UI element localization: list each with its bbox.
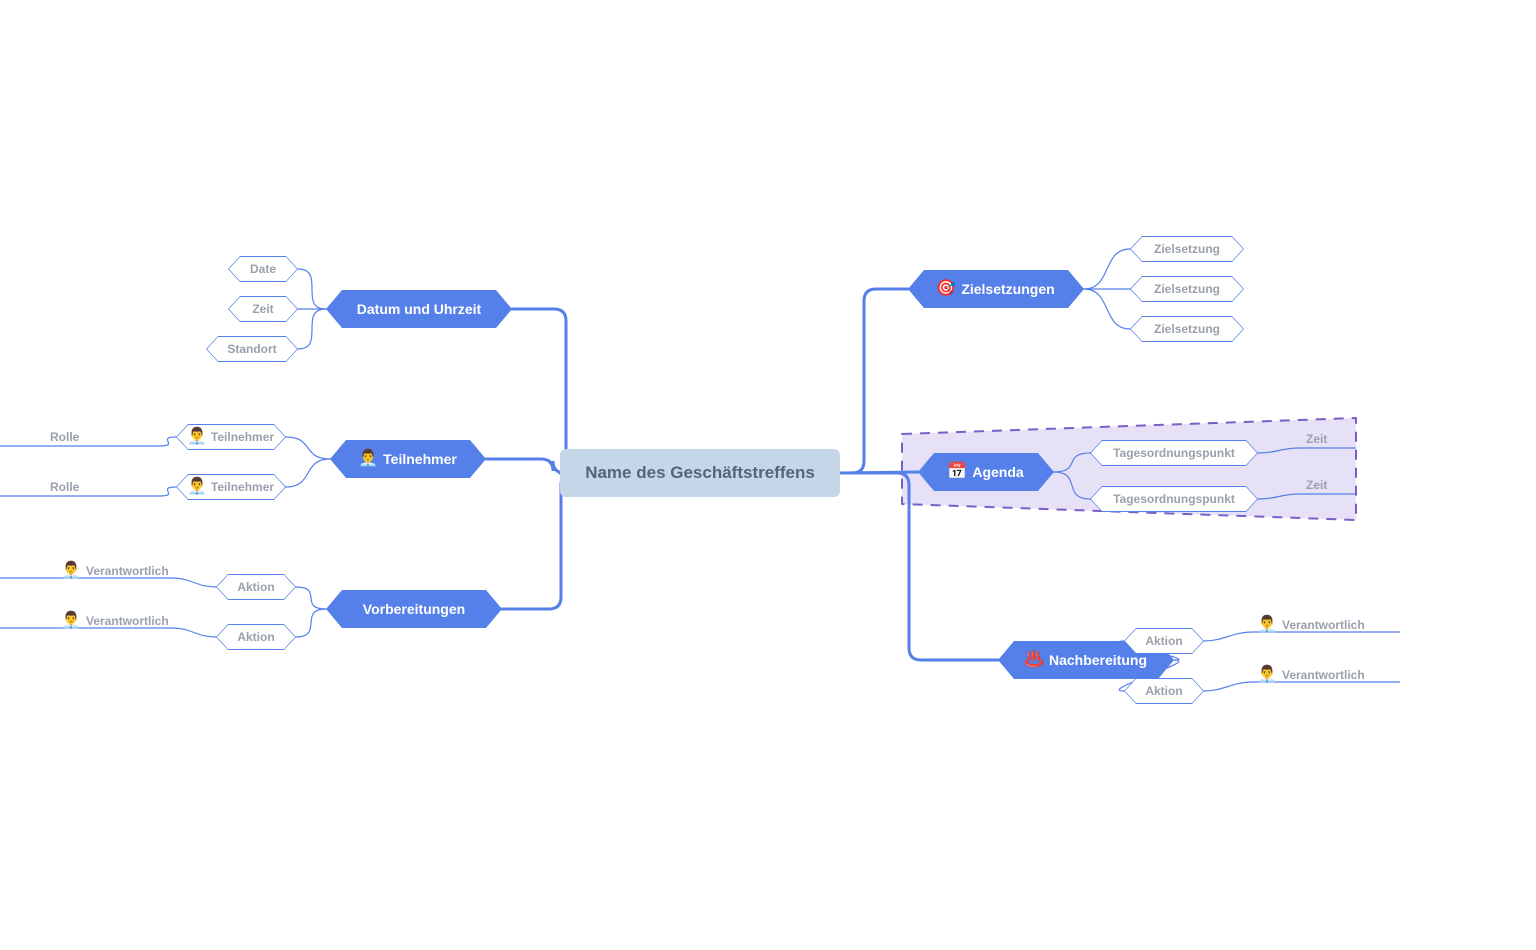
mindmap-canvas: Name des Geschäftstreffens Datum und Uhrz… — [0, 0, 1536, 950]
endlabel-nv1-label: Verantwortlich — [1282, 618, 1365, 632]
person-icon: 👨‍💼 — [62, 612, 80, 630]
endlabel-nv1[interactable]: 👨‍💼 Verantwortlich — [1258, 616, 1365, 634]
person-icon: 👨‍💼 — [188, 478, 206, 496]
branch-datum-label: Datum und Uhrzeit — [357, 301, 481, 317]
leaf-zeit-inner: Zeit — [229, 297, 297, 321]
endlabel-agz1[interactable]: Zeit — [1306, 432, 1327, 446]
branch-nach-label: Nachbereitung — [1049, 652, 1147, 668]
endlabel-rolle2-label: Rolle — [50, 480, 79, 494]
leaf-tln1-label: Teilnehmer — [211, 430, 274, 444]
leaf-na1-inner: Aktion — [1125, 629, 1203, 653]
leaf-na1-label: Aktion — [1145, 634, 1182, 648]
center-node-label: Name des Geschäftstreffens — [585, 463, 815, 483]
endlabel-rolle1[interactable]: Rolle — [50, 430, 79, 444]
leaf-z3-inner: Zielsetzung — [1131, 317, 1243, 341]
branch-teiln[interactable]: 👨‍💼 Teilnehmer — [330, 440, 486, 478]
target-icon: 🎯 — [937, 280, 955, 298]
leaf-ag1-inner: Tagesordnungspunkt — [1091, 441, 1257, 465]
endlabel-ver1-label: Verantwortlich — [86, 564, 169, 578]
endlabel-agz2[interactable]: Zeit — [1306, 478, 1327, 492]
calendar-icon: 📅 — [948, 463, 966, 481]
leaf-standort-inner: Standort — [207, 337, 297, 361]
endlabel-nv2[interactable]: 👨‍💼 Verantwortlich — [1258, 666, 1365, 684]
branch-vorb-label: Vorbereitungen — [363, 601, 465, 617]
branch-agenda[interactable]: 📅 Agenda — [918, 453, 1054, 491]
leaf-akt1-label: Aktion — [237, 580, 274, 594]
leaf-na2-inner: Aktion — [1125, 679, 1203, 703]
person-icon: 👨‍💼 — [1258, 616, 1276, 634]
person-icon: 👨‍💼 — [359, 450, 377, 468]
center-node[interactable]: Name des Geschäftstreffens — [560, 449, 840, 497]
leaf-z3-label: Zielsetzung — [1154, 322, 1220, 336]
branch-agenda-label: Agenda — [972, 464, 1023, 480]
endlabel-nv2-label: Verantwortlich — [1282, 668, 1365, 682]
person-icon: 👨‍💼 — [62, 562, 80, 580]
branch-datum[interactable]: Datum und Uhrzeit — [326, 290, 512, 328]
hotspring-icon: ♨️ — [1025, 651, 1043, 669]
leaf-akt2-label: Aktion — [237, 630, 274, 644]
endlabel-ver2-label: Verantwortlich — [86, 614, 169, 628]
leaf-ag2-label: Tagesordnungspunkt — [1113, 492, 1235, 506]
branch-ziel[interactable]: 🎯 Zielsetzungen — [908, 270, 1084, 308]
branch-vorb[interactable]: Vorbereitungen — [326, 590, 502, 628]
leaf-date-label: Date — [250, 262, 276, 276]
leaf-z1-label: Zielsetzung — [1154, 242, 1220, 256]
leaf-tln2-label: Teilnehmer — [211, 480, 274, 494]
leaf-tln2-inner: 👨‍💼 Teilnehmer — [177, 475, 285, 499]
endlabel-ver2[interactable]: 👨‍💼 Verantwortlich — [62, 612, 169, 630]
endlabel-agz1-label: Zeit — [1306, 432, 1327, 446]
leaf-z2-label: Zielsetzung — [1154, 282, 1220, 296]
leaf-date-inner: Date — [229, 257, 297, 281]
leaf-tln1-inner: 👨‍💼 Teilnehmer — [177, 425, 285, 449]
endlabel-agz2-label: Zeit — [1306, 478, 1327, 492]
leaf-zeit-label: Zeit — [252, 302, 273, 316]
endlabel-ver1[interactable]: 👨‍💼 Verantwortlich — [62, 562, 169, 580]
leaf-standort-label: Standort — [227, 342, 276, 356]
endlabel-rolle1-label: Rolle — [50, 430, 79, 444]
leaf-ag2-inner: Tagesordnungspunkt — [1091, 487, 1257, 511]
leaf-na2-label: Aktion — [1145, 684, 1182, 698]
leaf-z1-inner: Zielsetzung — [1131, 237, 1243, 261]
branch-ziel-label: Zielsetzungen — [961, 281, 1054, 297]
leaf-akt2-inner: Aktion — [217, 625, 295, 649]
person-icon: 👨‍💼 — [188, 428, 206, 446]
leaf-akt1-inner: Aktion — [217, 575, 295, 599]
leaf-z2-inner: Zielsetzung — [1131, 277, 1243, 301]
endlabel-rolle2[interactable]: Rolle — [50, 480, 79, 494]
person-icon: 👨‍💼 — [1258, 666, 1276, 684]
leaf-ag1-label: Tagesordnungspunkt — [1113, 446, 1235, 460]
branch-teiln-label: Teilnehmer — [383, 451, 457, 467]
